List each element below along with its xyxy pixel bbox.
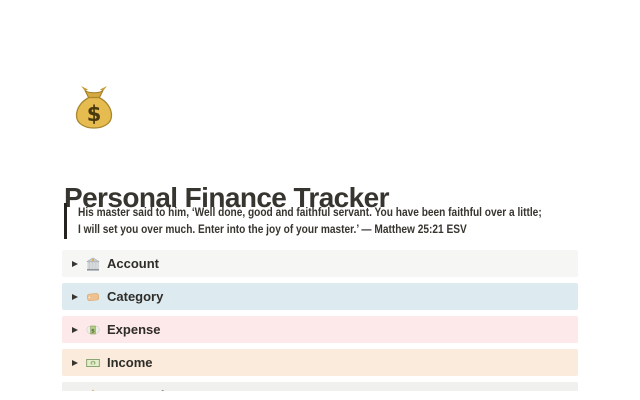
toggle-arrow-icon[interactable]: [72, 260, 78, 267]
svg-text:$: $: [91, 360, 94, 366]
page-icon-money-bag[interactable]: $: [70, 84, 118, 132]
label-tag-icon: [86, 292, 100, 301]
toggle-row-account[interactable]: Account: [62, 250, 578, 277]
page-content: $ Personal Finance Tracker His master sa…: [62, 84, 598, 391]
section-list: Account Category $ Expense: [62, 250, 578, 391]
svg-text:$: $: [87, 102, 102, 126]
toggle-label: Account: [107, 256, 159, 271]
quote-block[interactable]: His master said to him, ‘Well done, good…: [64, 203, 598, 239]
toggle-label: Category: [107, 289, 164, 304]
svg-text:$: $: [91, 328, 95, 334]
toggle-row-category[interactable]: Category: [62, 283, 578, 310]
toggle-arrow-icon[interactable]: [72, 326, 78, 333]
quote-line-1: His master said to him, ‘Well done, good…: [78, 205, 542, 219]
toggle-arrow-icon[interactable]: [72, 293, 78, 300]
banknote-icon: $: [86, 358, 100, 367]
page-title[interactable]: Personal Finance Tracker: [64, 181, 389, 213]
toggle-label: Net Worth: [107, 388, 169, 391]
toggle-row-income[interactable]: $ Income: [62, 349, 578, 376]
toggle-row-net-worth[interactable]: Net Worth: [62, 382, 578, 391]
bank-icon: [86, 257, 100, 271]
balance-scale-icon: [91, 389, 95, 391]
toggle-label: Income: [107, 355, 153, 370]
money-wings-icon: $: [86, 325, 100, 334]
quote-line-2: I will set you over much. Enter into the…: [78, 222, 467, 236]
money-bag-icon: $: [75, 86, 113, 129]
toggle-row-expense[interactable]: $ Expense: [62, 316, 578, 343]
toggle-arrow-icon[interactable]: [72, 359, 78, 366]
toggle-label: Expense: [107, 322, 161, 337]
